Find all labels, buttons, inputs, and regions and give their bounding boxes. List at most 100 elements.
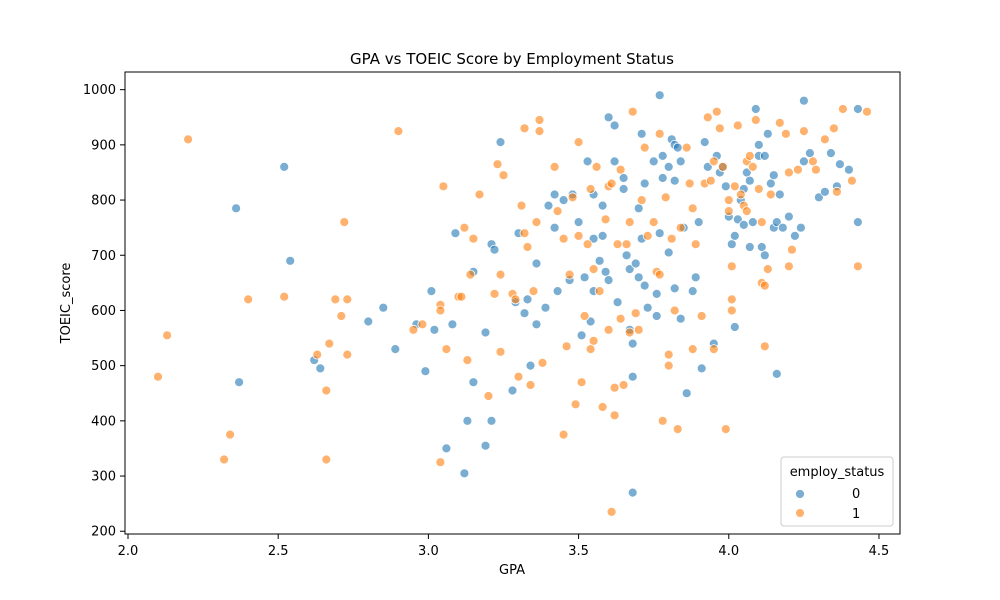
x-axis-ticks: 2.0 2.5 3.0 3.5 4.0 4.5 [118, 534, 889, 559]
point-status-1-79 [615, 313, 626, 324]
point-status-0-142 [853, 104, 863, 114]
point-status-1-25 [456, 291, 467, 302]
point-status-0-74 [642, 302, 653, 313]
y-tick-label-5: 700 [91, 249, 116, 264]
point-status-0-44 [579, 272, 590, 283]
point-status-1-32 [489, 288, 500, 299]
point-status-0-1 [234, 377, 245, 388]
point-status-1-43 [522, 242, 533, 252]
x-axis-label: GPA [499, 563, 525, 578]
point-status-1-98 [666, 233, 677, 244]
point-status-0-6 [363, 316, 374, 327]
point-status-1-119 [726, 294, 737, 305]
point-status-1-11 [330, 294, 341, 305]
point-status-0-122 [762, 128, 773, 139]
point-status-1-144 [799, 126, 809, 137]
point-status-0-20 [480, 327, 491, 338]
point-status-1-138 [774, 117, 785, 128]
point-status-0-24 [489, 244, 500, 255]
plot-area [124, 71, 901, 535]
point-status-0-39 [558, 195, 569, 206]
point-status-0-69 [633, 203, 644, 214]
point-status-1-6 [279, 291, 290, 302]
point-status-1-56 [567, 192, 578, 203]
point-status-1-87 [636, 195, 647, 206]
point-status-0-83 [663, 247, 674, 258]
point-status-0-127 [771, 217, 782, 228]
y-tick-label-0: 200 [91, 525, 116, 540]
point-status-1-122 [729, 181, 740, 192]
point-status-1-28 [465, 269, 476, 280]
point-status-0-78 [654, 90, 665, 101]
point-status-1-22 [438, 181, 449, 192]
point-status-1-128 [744, 150, 755, 161]
point-status-0-60 [618, 184, 629, 194]
point-status-1-109 [702, 112, 713, 123]
point-status-1-140 [784, 167, 794, 178]
point-status-0-134 [799, 156, 809, 167]
point-status-0-114 [744, 175, 755, 186]
point-status-0-2 [279, 161, 290, 172]
point-status-0-89 [675, 313, 686, 324]
point-status-1-145 [808, 156, 818, 167]
y-tick-label-8: 1000 [83, 83, 116, 98]
point-status-1-45 [528, 286, 539, 297]
point-status-1-130 [750, 115, 761, 125]
point-status-1-114 [714, 123, 725, 134]
point-status-1-151 [847, 175, 857, 186]
point-status-1-2 [183, 134, 194, 145]
point-status-0-129 [777, 222, 788, 233]
point-status-1-100 [672, 424, 683, 435]
point-status-1-147 [820, 134, 830, 145]
point-status-0-72 [639, 178, 650, 189]
point-status-1-12 [336, 311, 347, 321]
point-status-0-25 [495, 137, 506, 148]
point-status-0-64 [627, 338, 638, 349]
point-status-0-53 [600, 266, 611, 277]
point-status-1-27 [462, 355, 473, 366]
point-status-1-36 [498, 170, 509, 181]
point-status-0-48 [588, 233, 599, 244]
y-tick-label-4: 600 [91, 304, 116, 319]
point-status-0-80 [657, 150, 668, 161]
y-tick-label-6: 800 [91, 194, 116, 209]
point-status-0-107 [729, 230, 740, 241]
point-status-1-53 [558, 429, 569, 440]
point-status-1-67 [591, 161, 602, 172]
point-status-1-118 [723, 206, 734, 217]
legend: employ_status 0 1 [780, 456, 894, 527]
point-status-1-54 [561, 341, 572, 352]
point-status-1-82 [624, 217, 635, 228]
point-status-0-81 [657, 173, 668, 183]
point-status-1-30 [474, 189, 485, 200]
point-status-1-46 [531, 217, 542, 228]
point-status-1-150 [838, 104, 848, 114]
point-status-0-75 [648, 156, 659, 167]
point-status-0-90 [675, 156, 686, 167]
legend-label-1: 1 [852, 507, 860, 522]
point-status-0-11 [426, 286, 437, 297]
point-status-1-31 [483, 391, 494, 401]
point-status-0-125 [768, 170, 779, 181]
point-status-0-21 [480, 440, 491, 451]
point-status-1-64 [585, 344, 596, 355]
point-status-1-149 [832, 186, 842, 197]
point-status-1-8 [321, 385, 332, 396]
point-status-1-88 [639, 142, 650, 153]
point-status-1-95 [660, 192, 671, 203]
point-status-1-60 [576, 377, 587, 388]
point-status-0-37 [549, 189, 560, 200]
point-status-0-93 [687, 286, 698, 297]
point-status-0-143 [853, 217, 863, 228]
point-status-0-10 [420, 366, 431, 377]
point-status-1-34 [495, 269, 506, 280]
point-status-0-116 [750, 104, 761, 114]
point-status-0-76 [651, 288, 662, 299]
point-status-1-3 [219, 454, 230, 465]
point-status-1-59 [573, 230, 584, 241]
point-status-0-26 [507, 385, 518, 396]
point-status-1-63 [585, 184, 596, 194]
point-status-1-136 [762, 264, 773, 275]
point-status-1-0 [153, 371, 163, 382]
y-axis-ticks: 200 300 400 500 600 700 800 900 1000 [83, 83, 125, 540]
